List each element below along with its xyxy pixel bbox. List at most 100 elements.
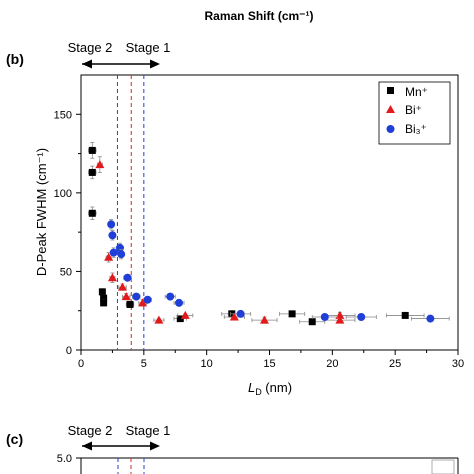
marker-square	[88, 209, 96, 217]
data-point-bi-8	[177, 310, 194, 319]
y-tick-label: 0	[66, 345, 72, 357]
series-bi3	[107, 219, 450, 323]
marker-triangle	[117, 282, 127, 291]
data-point-bi-3	[107, 272, 117, 283]
marker-triangle	[180, 310, 190, 319]
marker-square	[401, 311, 409, 319]
data-point-bi-7	[153, 315, 165, 324]
data-point-mn-4	[98, 288, 106, 296]
data-point-bi3-8	[143, 295, 152, 304]
data-point-bi-12	[324, 315, 356, 324]
data-point-mn-10	[279, 310, 306, 318]
panel-c-stage-arrow	[82, 441, 160, 451]
panel-b-x-axis-label: LD (nm)	[248, 380, 292, 397]
series-bi	[95, 156, 356, 324]
panel-b-data-series	[88, 142, 450, 326]
marker-triangle	[229, 312, 239, 321]
panel-b-legend: Mn⁺ Bi⁺ Bi₃⁺	[378, 81, 451, 145]
marker-circle	[123, 273, 132, 282]
legend-bi3-marker	[386, 125, 395, 133]
data-point-bi3-12	[311, 313, 338, 321]
data-point-bi3-4	[117, 249, 126, 260]
data-point-mn-12	[385, 311, 425, 319]
data-point-mn-11	[299, 318, 326, 326]
marker-square	[100, 299, 108, 307]
x-tick-label: 10	[201, 358, 213, 370]
panel-c-stage-2-label: Stage 2	[68, 423, 113, 438]
panel-c-label: (c)	[6, 431, 23, 447]
data-point-mn-2	[88, 165, 97, 180]
panel-b-vertical-lines	[116, 75, 145, 350]
panel-b-stage-2-label: Stage 2	[68, 40, 113, 55]
x-tick-label: 25	[389, 358, 401, 370]
data-point-mn-6	[100, 299, 108, 307]
marker-circle	[143, 295, 152, 304]
x-axis-label-unit: (nm)	[262, 380, 292, 395]
data-point-bi3-11	[230, 309, 252, 318]
data-point-bi-10	[251, 315, 278, 324]
x-tick-label: 5	[141, 358, 147, 370]
marker-triangle	[104, 252, 114, 261]
marker-circle	[132, 292, 141, 301]
legend-bi3-label: Bi₃⁺	[405, 122, 427, 136]
panel-c-y-tick-label: 5.0	[57, 453, 72, 465]
y-tick-label: 100	[54, 188, 72, 200]
marker-triangle	[107, 273, 117, 282]
marker-circle	[320, 313, 329, 321]
marker-circle	[107, 220, 116, 229]
marker-triangle	[95, 160, 105, 169]
marker-circle	[166, 292, 175, 301]
marker-square	[288, 310, 296, 318]
panel-b-stage-1-label: Stage 1	[126, 40, 171, 55]
legend-mn-label: Mn⁺	[405, 85, 428, 99]
marker-circle	[108, 231, 117, 240]
panel-b-label: (b)	[6, 51, 24, 67]
data-point-mn-7	[125, 300, 135, 308]
marker-triangle	[138, 298, 148, 307]
panel-b-axis-ticks: 0 5 10 15 20 25 30 0 50 100 150	[54, 109, 464, 370]
x-axis-label-subscript: D	[255, 387, 262, 397]
data-point-bi3-3	[115, 242, 124, 253]
y-tick-label: 50	[60, 266, 72, 278]
data-point-bi3-13	[345, 313, 377, 321]
marker-circle	[115, 243, 124, 252]
marker-square	[126, 300, 134, 308]
panel-b-stage-arrow	[82, 59, 160, 69]
marker-triangle	[121, 292, 131, 301]
marker-circle	[236, 309, 245, 318]
panel-b-y-axis-label: D-Peak FWHM (cm⁻¹)	[34, 148, 49, 276]
marker-triangle	[259, 315, 269, 324]
header-caption: Raman Shift (cm⁻¹)	[204, 9, 313, 23]
x-axis-label-main: L	[248, 380, 255, 395]
marker-circle	[175, 298, 184, 307]
data-point-bi-4	[117, 282, 127, 291]
legend-mn-marker	[387, 87, 394, 94]
marker-triangle	[335, 315, 345, 324]
data-point-bi3-9	[164, 292, 176, 301]
data-point-bi3-7	[132, 292, 141, 301]
legend-bi-label: Bi⁺	[405, 103, 422, 117]
marker-circle	[117, 250, 126, 259]
marker-circle	[426, 314, 435, 323]
data-point-bi3-5	[109, 247, 118, 258]
x-tick-label: 30	[452, 358, 464, 370]
marker-circle	[109, 248, 118, 257]
data-point-bi-1	[95, 156, 105, 173]
marker-square	[100, 294, 108, 302]
panel-c-stage-1-label: Stage 1	[126, 423, 171, 438]
data-point-bi3-14	[411, 314, 450, 323]
y-tick-label: 150	[54, 109, 72, 121]
marker-square	[88, 146, 96, 154]
data-point-bi3-1	[107, 219, 116, 230]
marker-triangle	[154, 315, 164, 324]
x-tick-label: 0	[78, 358, 84, 370]
legend-bi-marker	[386, 105, 395, 113]
marker-square	[88, 168, 96, 176]
panel-c-legend-frame	[431, 459, 455, 474]
marker-square	[176, 315, 184, 323]
data-point-mn-3	[88, 206, 97, 220]
panel-c-plot-area	[76, 457, 459, 474]
data-point-bi-5	[121, 292, 131, 301]
marker-square	[308, 318, 316, 326]
